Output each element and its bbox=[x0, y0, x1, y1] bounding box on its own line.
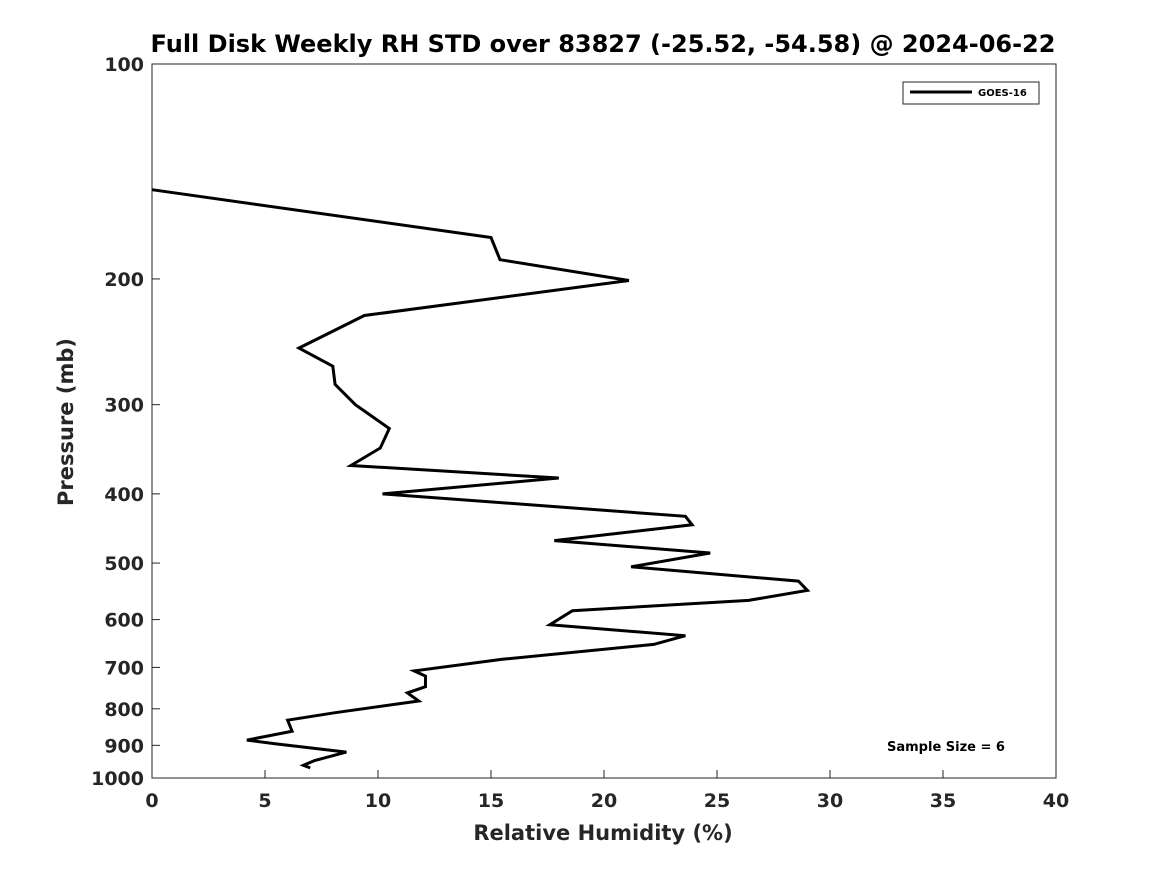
y-tick-label: 500 bbox=[104, 553, 144, 575]
x-axis-label: Relative Humidity (%) bbox=[473, 821, 732, 845]
legend: GOES-16 bbox=[902, 81, 1040, 105]
chart-title: Full Disk Weekly RH STD over 83827 (-25.… bbox=[151, 30, 1056, 58]
y-tick-label: 100 bbox=[104, 54, 144, 76]
x-tick-label: 20 bbox=[591, 790, 617, 812]
x-tick-label: 25 bbox=[704, 790, 730, 812]
series-layer bbox=[151, 188, 811, 770]
y-axis: 100 200 300 400 500 600 700 800 900 1000 bbox=[91, 54, 160, 790]
legend-entry-label: GOES-16 bbox=[978, 88, 1027, 99]
series-line-goes-16 bbox=[151, 188, 811, 770]
y-tick-label: 200 bbox=[104, 269, 144, 291]
y-tick-label: 400 bbox=[104, 484, 144, 506]
x-tick-label: 30 bbox=[817, 790, 843, 812]
y-tick-label: 700 bbox=[104, 657, 144, 679]
x-tick-label: 35 bbox=[930, 790, 956, 812]
y-tick-label: 300 bbox=[104, 395, 144, 417]
x-tick-label: 40 bbox=[1043, 790, 1069, 812]
y-tick-label: 800 bbox=[104, 699, 144, 721]
x-tick-label: 5 bbox=[258, 790, 271, 812]
x-tick-label: 0 bbox=[145, 790, 158, 812]
x-tick-label: 10 bbox=[365, 790, 391, 812]
sample-size-annotation: Sample Size = 6 bbox=[887, 740, 1005, 755]
y-tick-label: 600 bbox=[104, 610, 144, 632]
y-tick-label: 1000 bbox=[91, 768, 144, 790]
x-axis: 0 5 10 15 20 25 30 35 40 bbox=[145, 770, 1069, 812]
y-axis-label: Pressure (mb) bbox=[54, 338, 78, 506]
x-tick-label: 15 bbox=[478, 790, 504, 812]
y-tick-label: 900 bbox=[104, 735, 144, 757]
